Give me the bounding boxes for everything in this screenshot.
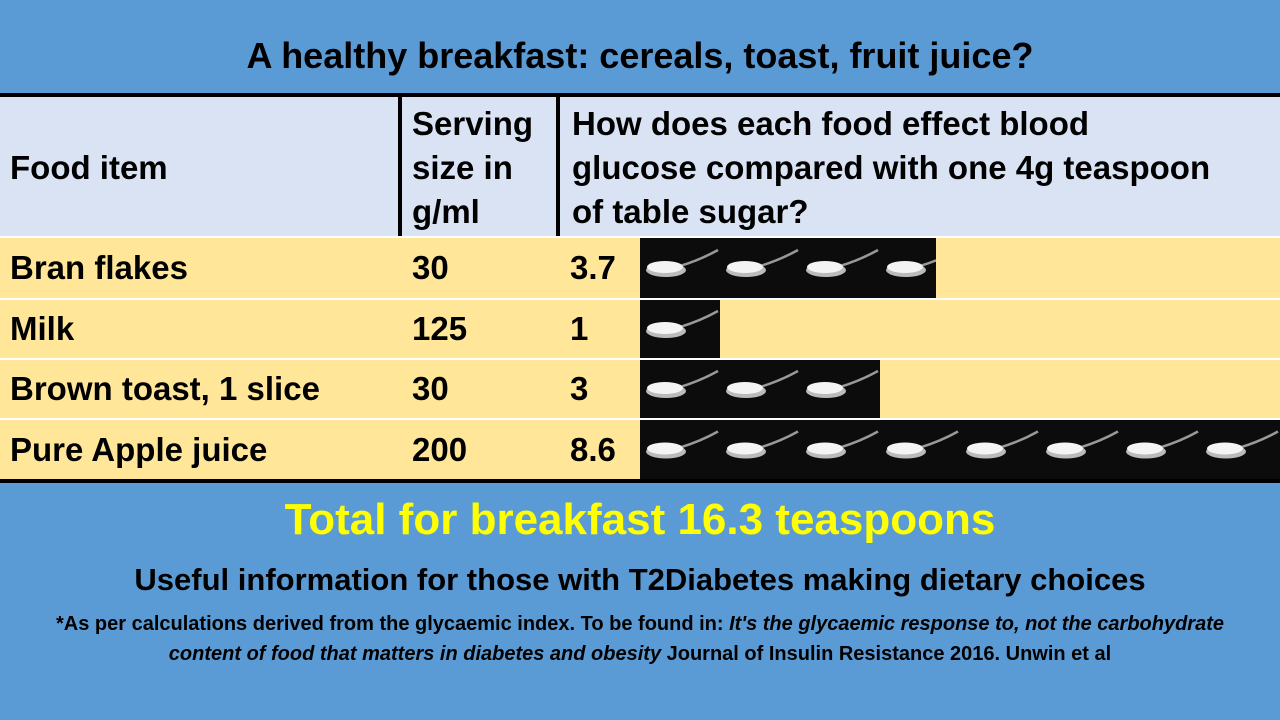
spoon bbox=[800, 420, 880, 479]
spoon bbox=[720, 238, 800, 298]
total: Total for breakfast 16.3 teaspoons bbox=[284, 495, 996, 544]
hline bbox=[0, 358, 1280, 360]
spoon bbox=[880, 238, 936, 298]
spoon bbox=[960, 420, 1040, 479]
spoon-bar bbox=[640, 420, 1280, 479]
subtitle: Useful information for those with T2Diab… bbox=[134, 562, 1146, 597]
spoon bbox=[640, 238, 720, 298]
spoon-bar bbox=[640, 360, 880, 418]
column-header: Food item bbox=[0, 97, 400, 238]
note-title: It's the glycaemic response to, not the … bbox=[168, 613, 1224, 665]
spoon-bar bbox=[640, 300, 720, 358]
food-item: Milk bbox=[0, 300, 400, 358]
hline bbox=[0, 298, 1280, 300]
food-item: Brown toast, 1 slice bbox=[0, 360, 400, 418]
column-header: How does each food effect blood glucose … bbox=[558, 97, 1280, 238]
food-item: Pure Apple juice bbox=[0, 420, 400, 479]
serving-size: 30 bbox=[400, 360, 558, 418]
spoon bbox=[1040, 420, 1120, 479]
spoon-bar bbox=[640, 238, 936, 298]
hline bbox=[0, 418, 1280, 420]
spoon bbox=[640, 360, 720, 418]
spoon bbox=[800, 238, 880, 298]
spoon bbox=[1200, 420, 1280, 479]
column-header: Serving size in g/ml bbox=[400, 97, 558, 238]
note-start: *As per calculations derived from the gl… bbox=[56, 613, 730, 635]
spoon bbox=[720, 360, 800, 418]
spoon bbox=[800, 360, 880, 418]
spoon bbox=[720, 420, 800, 479]
spoon bbox=[640, 420, 720, 479]
food-item: Bran flakes bbox=[0, 238, 400, 298]
spoon bbox=[1120, 420, 1200, 479]
hline bbox=[0, 236, 1280, 238]
table: Food item Serving size in g/ml How does … bbox=[0, 93, 1280, 483]
spoon bbox=[880, 420, 960, 479]
spoon bbox=[640, 300, 720, 358]
serving-size: 30 bbox=[400, 238, 558, 298]
title: A healthy breakfast: cereals, toast, fru… bbox=[246, 35, 1034, 76]
serving-size: 200 bbox=[400, 420, 558, 479]
note-end: Journal of Insulin Resistance 2016. Unwi… bbox=[661, 643, 1112, 665]
footnote: *As per calculations derived from the gl… bbox=[30, 609, 1250, 669]
serving-size: 125 bbox=[400, 300, 558, 358]
